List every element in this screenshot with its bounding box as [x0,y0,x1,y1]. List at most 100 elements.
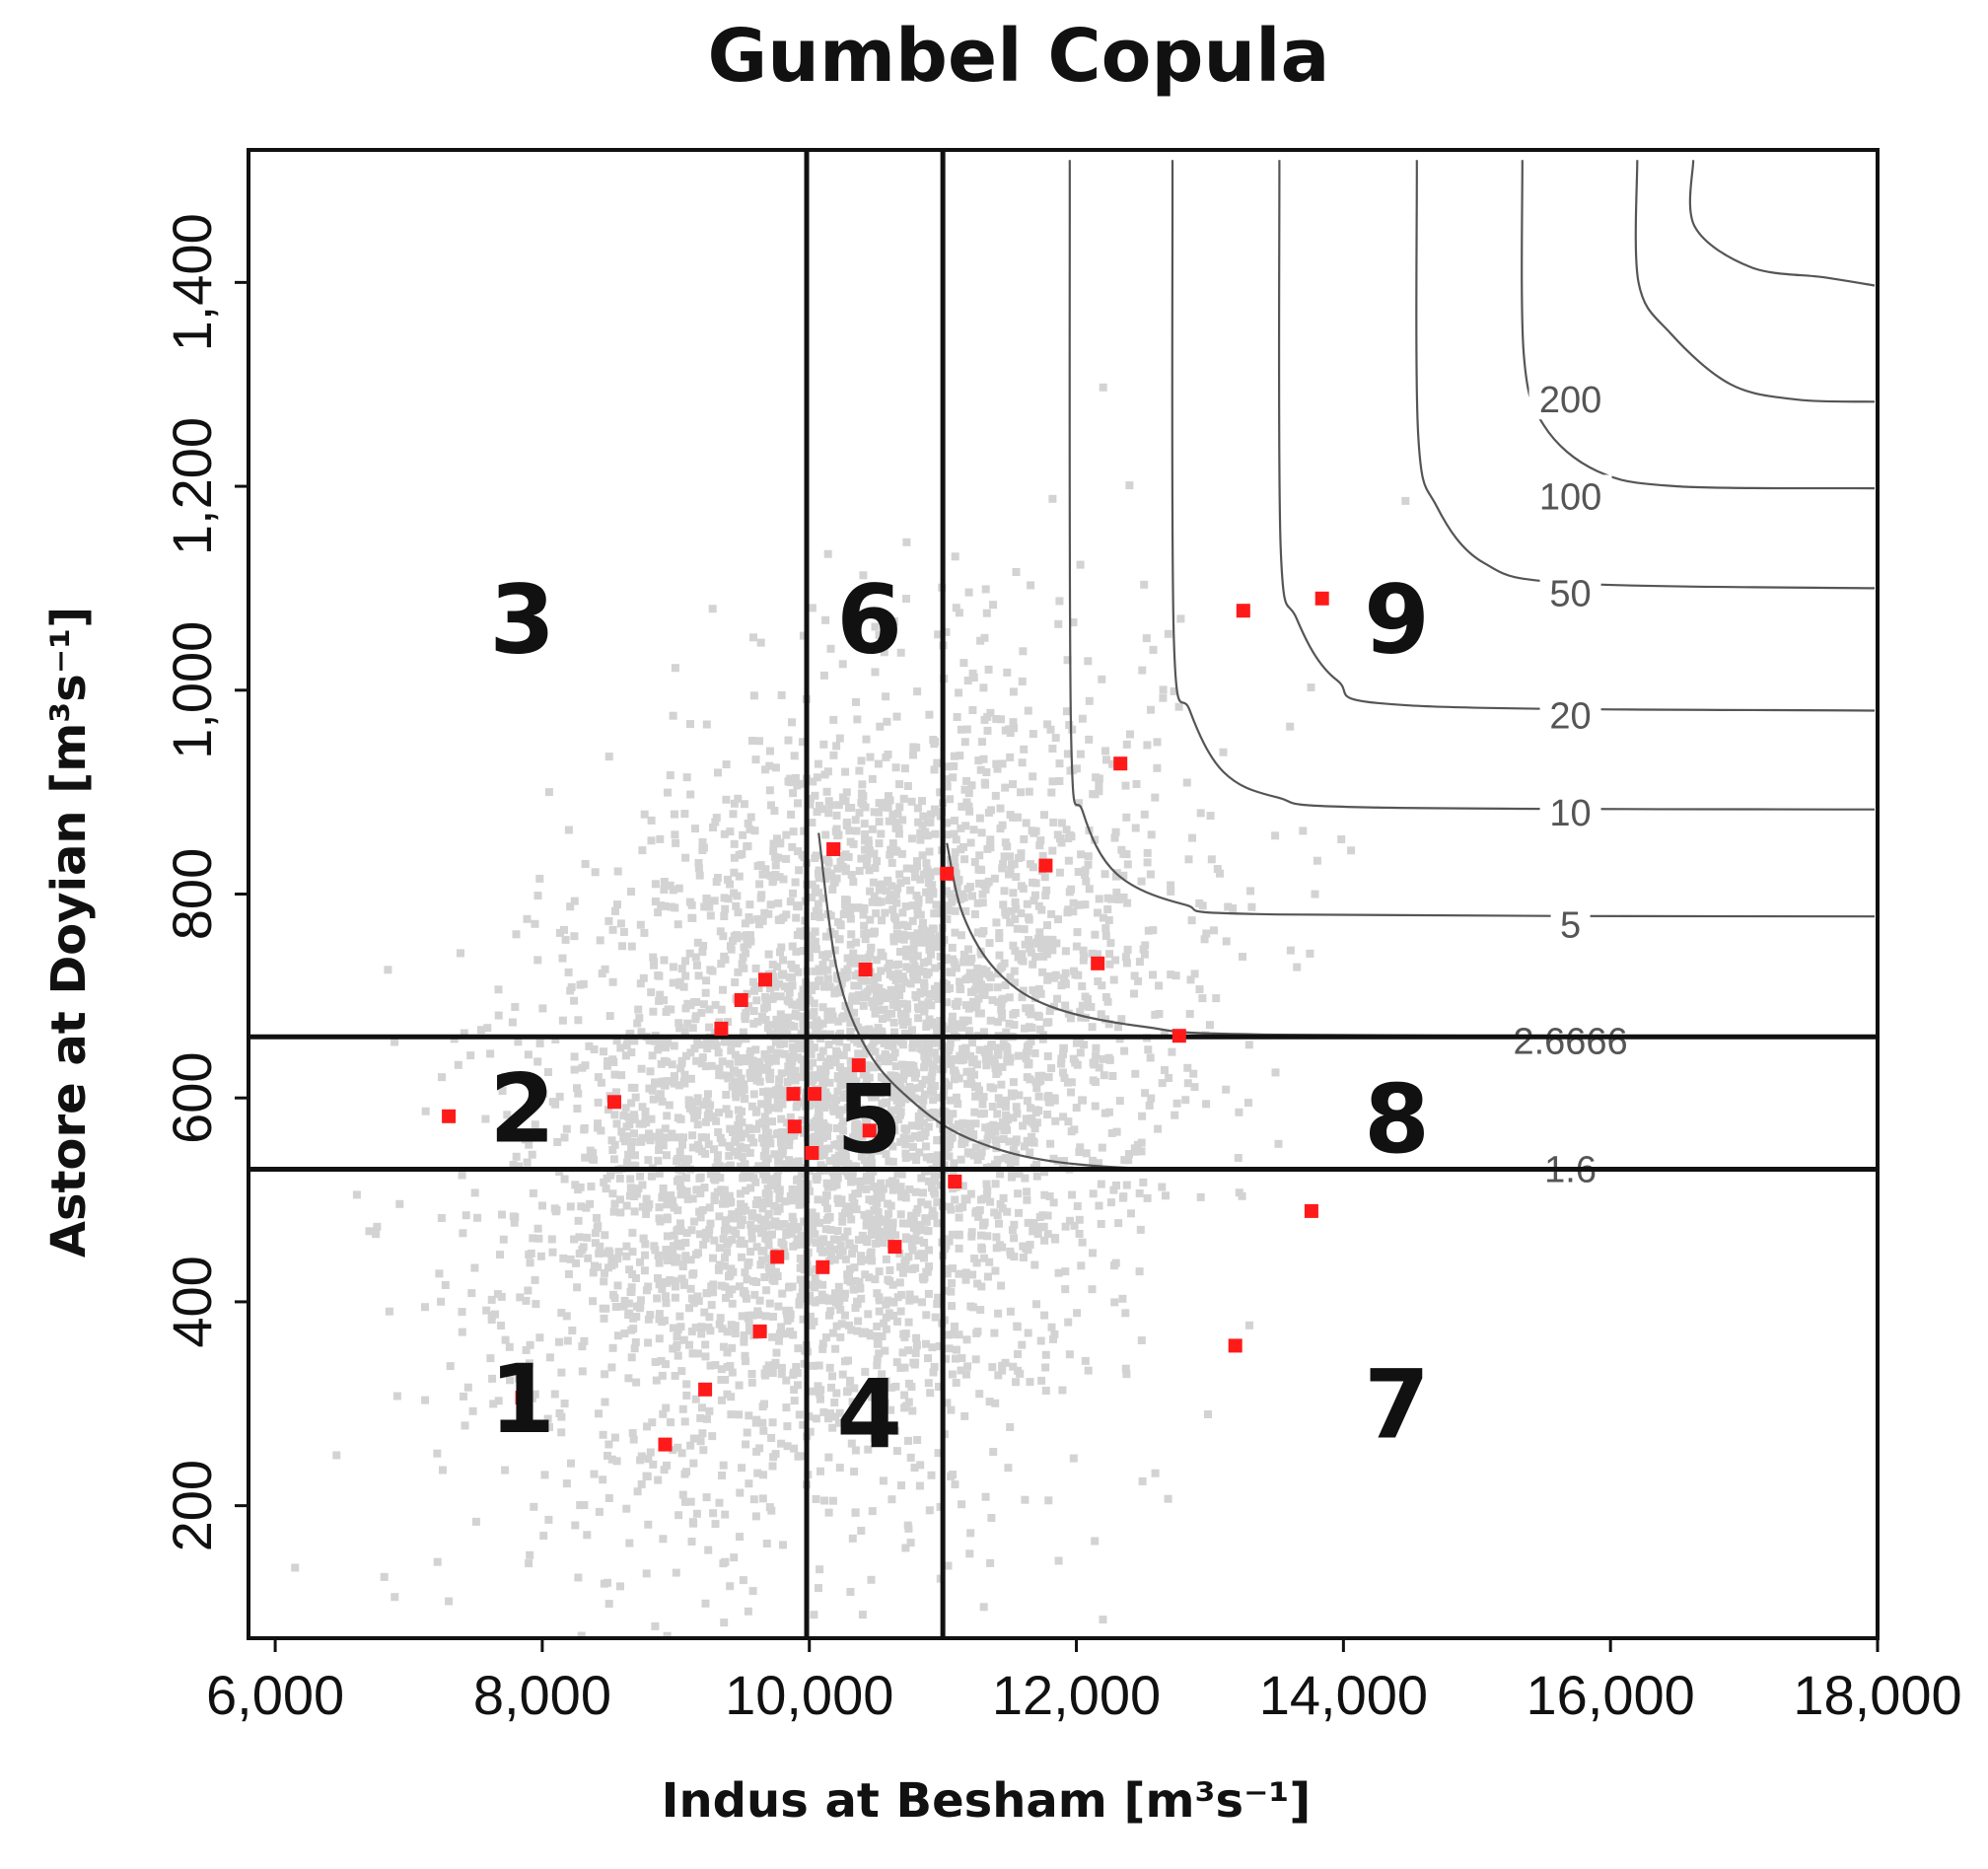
gray-point [1046,1139,1055,1148]
gray-point [908,901,917,910]
gray-point [468,1406,477,1415]
gray-point [649,953,658,962]
gray-point [920,983,929,992]
gray-point [935,1093,943,1102]
gray-point [721,904,730,913]
gray-point [839,1117,848,1126]
gray-point [826,872,834,881]
gray-point [380,1572,389,1581]
gray-point [719,985,727,994]
gray-point [510,1218,519,1227]
gray-point [835,1464,844,1473]
gray-point [736,1533,744,1542]
gray-point [607,1255,616,1263]
gray-point [755,1296,764,1305]
gray-point [916,910,925,919]
gray-point [886,1135,894,1144]
gray-point [557,1309,566,1317]
gray-point [1063,750,1072,758]
gray-point [1095,1201,1103,1210]
gray-point [921,1057,930,1066]
gray-point [880,1005,888,1014]
gray-point [1031,879,1040,888]
gray-point [1145,1101,1154,1110]
gray-point [906,931,915,940]
gray-point [575,1233,584,1242]
gray-point [949,1264,957,1273]
gray-point [794,799,802,808]
gray-point [903,1018,912,1027]
gray-point [986,708,995,717]
gray-point [570,932,579,941]
gray-point [995,951,1004,960]
gray-point [1076,1048,1085,1057]
gray-point [1022,1004,1030,1013]
gray-point [758,1118,767,1126]
gray-point [844,1270,853,1279]
gray-point [761,1176,770,1185]
gray-point [799,1294,807,1303]
gray-point [743,1428,751,1437]
gray-point [566,986,575,995]
gray-point [773,834,781,843]
gray-point [933,1136,942,1145]
gray-point [1019,1242,1028,1251]
gray-point [1043,1093,1052,1102]
gray-point [849,992,858,1001]
gray-point [1216,869,1224,878]
axes: 6,000 8,000 10,000 12,000 14,000 16,000 18,000… [161,213,1962,1726]
x-tick-label: 14,000 [1259,1664,1428,1726]
gray-point [740,1171,748,1180]
gray-point [934,1026,943,1035]
gray-point [1027,1104,1034,1113]
observed-point [1304,1203,1318,1218]
gray-point [886,1179,894,1187]
gray-point [733,892,742,900]
gray-point [934,1298,943,1306]
gray-point [557,1368,566,1377]
gray-point [903,782,912,790]
gray-point [606,1171,614,1180]
gray-point [765,1134,774,1143]
gray-point [861,935,870,944]
gray-point [788,942,797,951]
gray-point [777,1145,786,1153]
gray-point [812,884,819,893]
gray-point [870,1002,879,1011]
gray-point [1003,1207,1012,1216]
gray-point [764,1190,773,1199]
gray-point [877,1089,885,1098]
gray-point [669,1446,677,1455]
gray-point [678,1490,687,1499]
gray-point [583,1531,592,1540]
gray-point [725,1289,734,1298]
gray-point [930,1039,939,1047]
gray-point [791,878,800,887]
gray-point [818,1133,827,1142]
gray-point [930,765,939,774]
gray-point [753,1195,762,1204]
gray-point [976,765,985,774]
gray-point [686,720,694,729]
gray-point [1003,668,1012,677]
gray-point [1080,952,1089,961]
gray-point [688,1131,697,1140]
gray-point [793,1176,801,1185]
gray-point [584,1254,593,1262]
gray-point [964,802,973,811]
gray-point [770,1276,779,1285]
gray-point [1202,929,1211,938]
gray-point [1078,714,1087,723]
gray-point [909,936,918,945]
gray-point [631,1337,640,1346]
gray-point [560,1175,569,1184]
gray-point [918,1273,927,1282]
gray-point [819,1407,828,1416]
gray-point [1142,634,1151,643]
gray-point [874,759,883,768]
gray-point [880,648,888,657]
gray-point [955,1244,963,1253]
gray-point [913,1436,922,1444]
gray-point [782,854,791,863]
gray-point [1023,899,1031,908]
